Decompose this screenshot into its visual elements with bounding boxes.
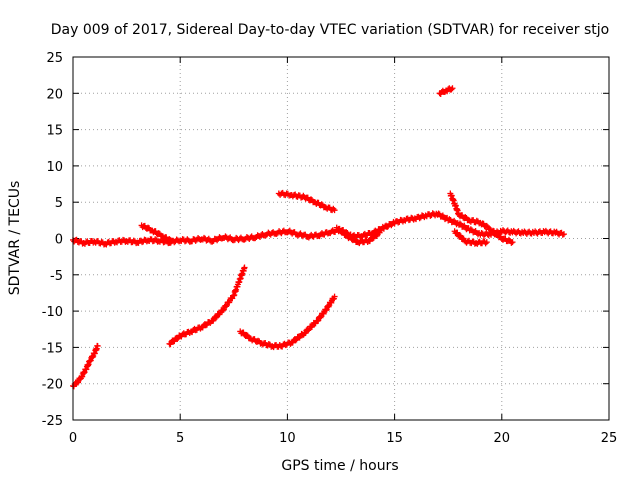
data-series	[166, 264, 248, 348]
data-series	[447, 190, 516, 246]
data-point	[462, 214, 469, 221]
data-point	[322, 307, 329, 314]
data-point	[220, 306, 227, 313]
data-point	[369, 235, 376, 242]
data-point	[560, 231, 567, 238]
data-point	[318, 201, 325, 208]
plot-frame	[72, 56, 610, 421]
y-tick-label: -25	[42, 414, 63, 429]
data-point	[302, 330, 309, 337]
data-point	[446, 216, 453, 223]
data-point	[292, 337, 299, 344]
data-point	[223, 303, 230, 310]
x-axis-title: GPS time / hours	[281, 458, 398, 474]
data-point	[167, 237, 174, 244]
data-point	[94, 342, 101, 349]
data-series	[333, 224, 383, 247]
x-tick-label: 0	[69, 431, 77, 446]
x-tick-label: 20	[494, 431, 511, 446]
y-tick-label: 25	[46, 51, 63, 66]
data-point	[449, 85, 456, 92]
data-point	[483, 222, 490, 229]
data-point	[505, 236, 512, 243]
data-point	[467, 226, 474, 233]
data-point	[448, 86, 455, 93]
data-point	[324, 302, 331, 309]
data-series	[451, 228, 490, 247]
x-tick-label: 15	[386, 431, 403, 446]
data-series	[70, 210, 567, 248]
y-tick-label: 20	[46, 87, 63, 102]
data-series	[237, 293, 338, 351]
data-point	[155, 230, 162, 237]
data-point	[482, 240, 489, 247]
data-point	[456, 232, 463, 239]
data-point	[168, 238, 175, 245]
data-series	[70, 342, 101, 390]
data-point	[508, 239, 515, 246]
x-tick-label: 25	[601, 431, 618, 446]
data-series	[138, 222, 175, 245]
data-point	[331, 207, 338, 214]
data-point	[350, 235, 357, 242]
data-point	[241, 264, 248, 271]
chart-title: Day 009 of 2017, Sidereal Day-to-day VTE…	[51, 22, 609, 38]
data-series	[275, 189, 338, 214]
grid	[73, 57, 609, 420]
x-tick-label: 10	[279, 431, 296, 446]
y-axis-title: SDTVAR / TECUs	[7, 181, 23, 296]
data-point	[202, 322, 209, 329]
data-point	[212, 314, 219, 321]
y-tick-label: -20	[42, 378, 63, 393]
data-point	[174, 335, 181, 342]
data-point	[376, 229, 383, 236]
y-tick-label: -15	[42, 341, 63, 356]
y-tick-label: -10	[42, 305, 63, 320]
data-points	[70, 85, 567, 390]
data-point	[456, 220, 463, 227]
y-tick-label: -5	[50, 269, 63, 284]
y-tick-label: 0	[55, 233, 63, 248]
data-point	[509, 239, 516, 246]
data-point	[307, 196, 314, 203]
x-tick-label: 5	[176, 431, 184, 446]
x-tick-labels: 0 5 10 15 20 25	[69, 431, 617, 446]
data-point	[243, 331, 250, 338]
data-point	[331, 293, 338, 300]
y-tick-label: 10	[46, 160, 63, 175]
data-point	[339, 228, 346, 235]
data-point	[483, 239, 490, 246]
y-tick-labels: -25 -20 -15 -10 -5 0 5 10 15 20 25	[42, 51, 63, 429]
y-tick-label: 5	[55, 196, 63, 211]
data-point	[305, 327, 312, 334]
y-tick-label: 15	[46, 124, 63, 139]
data-point	[435, 210, 442, 217]
data-series	[436, 85, 456, 98]
